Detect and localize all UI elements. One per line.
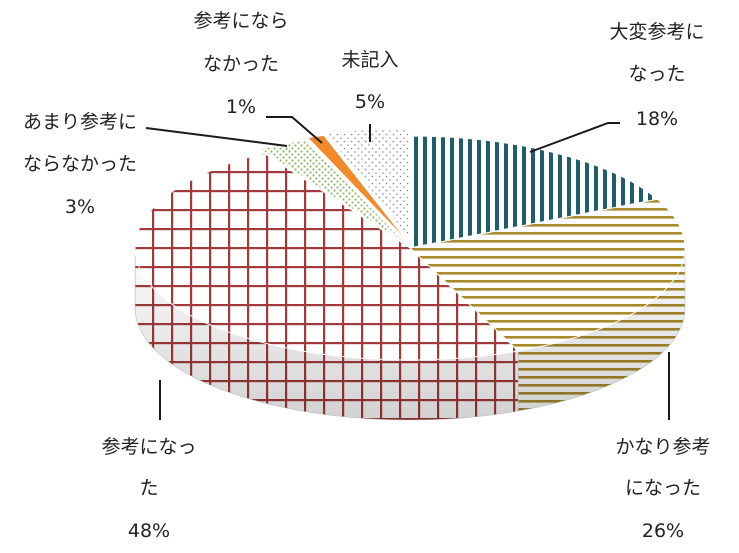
slice-label-5-line-0: 未記入 [341, 49, 398, 71]
pie-slice-3 [258, 139, 407, 245]
slice-percent-label-2: 48% [128, 520, 170, 542]
slice-label-4-line-0: 参考になら [193, 10, 288, 32]
slice-label-1-line-1: になった [625, 477, 701, 499]
pie-slice-side-shade-2 [135, 248, 519, 420]
leader-line-3 [145, 127, 288, 147]
slice-percent-label-0: 18% [636, 108, 678, 130]
pie-slice-5 [324, 127, 411, 242]
slice-label-2-line-0: 参考になっ [101, 436, 196, 458]
pie-slice-0 [409, 135, 659, 249]
slice-percent-label-3: 3% [65, 196, 95, 218]
slice-label-2-line-1: た [139, 477, 158, 499]
slice-label-0-line-1: なった [628, 63, 685, 85]
leader-line-0 [529, 122, 620, 153]
slice-label-3-line-1: ならなかった [23, 153, 137, 175]
pie-tops [134, 127, 686, 361]
slice-percent-label-5: 5% [355, 91, 385, 113]
pie-slice-side-shade-1 [518, 248, 685, 411]
slice-label-4-line-1: なかった [203, 53, 279, 75]
leader-line-4 [266, 116, 323, 144]
slice-percent-label-4: 1% [226, 96, 256, 118]
slice-label-3-line-0: あまり参考に [23, 111, 137, 133]
pie-slice-2 [134, 152, 520, 361]
slice-percent-label-1: 26% [642, 520, 684, 542]
slice-label-0-line-0: 大変参考に [609, 21, 704, 43]
slice-label-1-line-0: かなり参考 [615, 436, 710, 458]
